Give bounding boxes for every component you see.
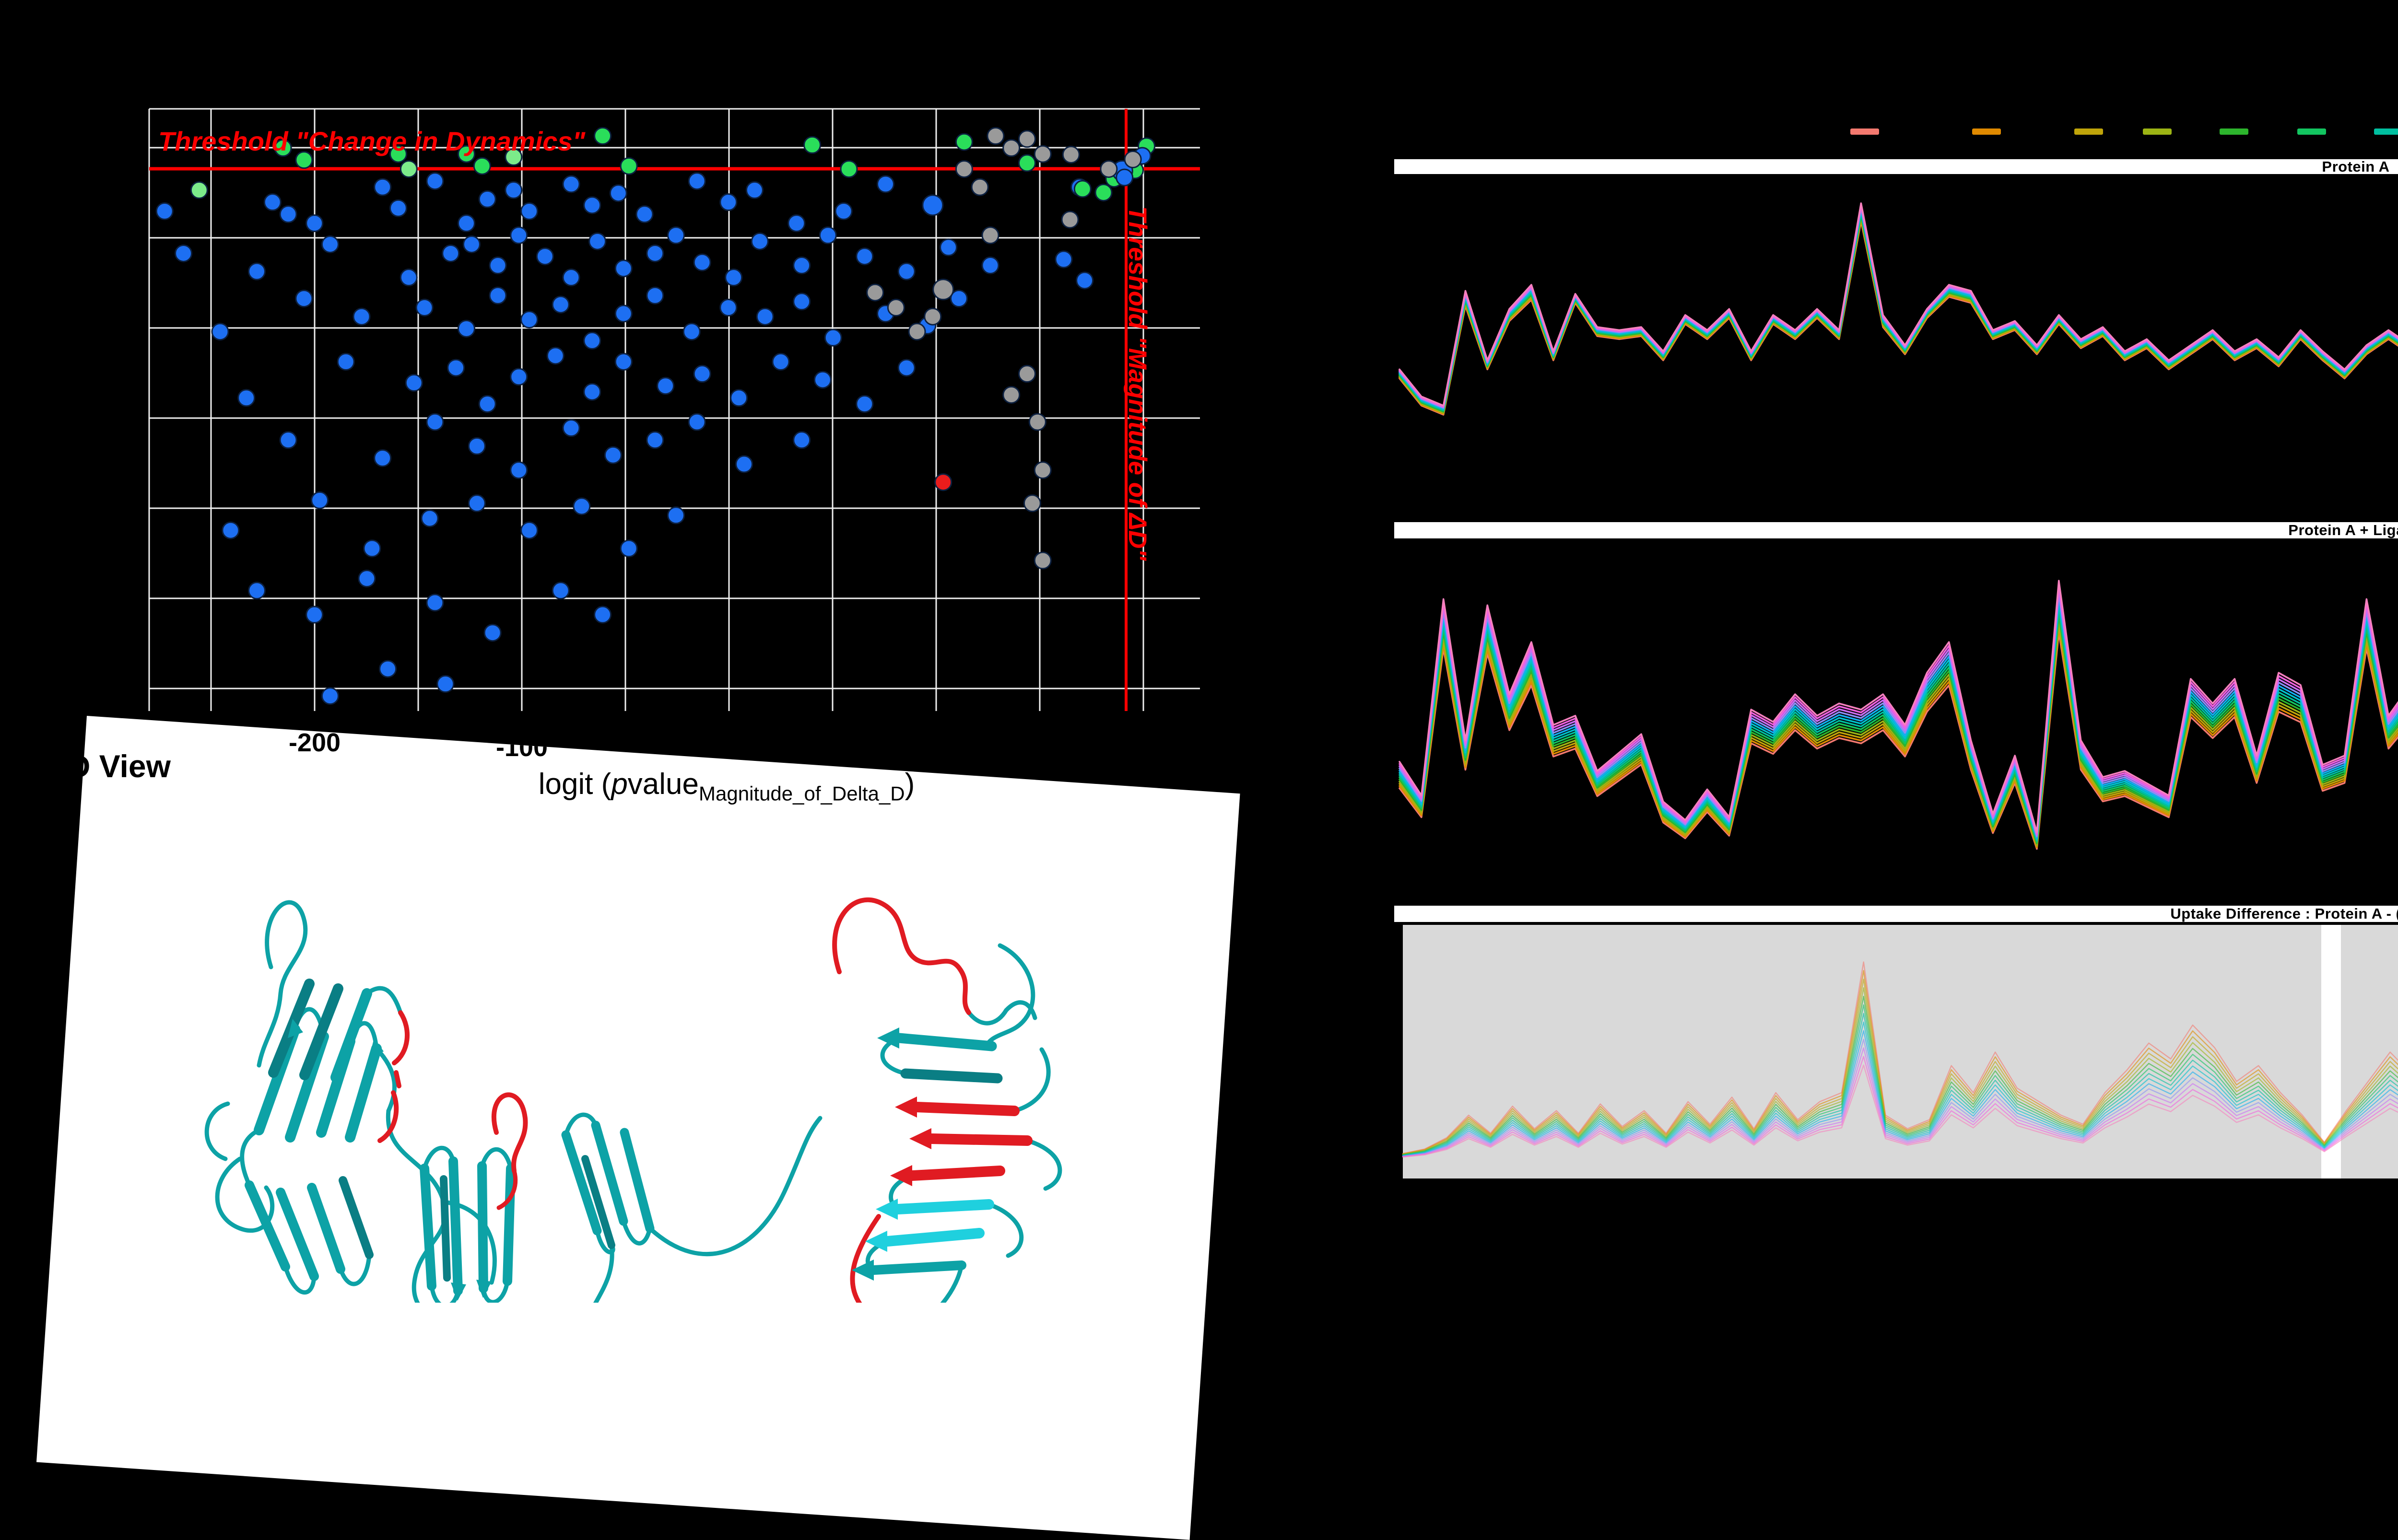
protein-strands-shaded — [268, 979, 1003, 1282]
legend-swatch-7[interactable] — [2374, 128, 2398, 135]
protein-strands — [245, 988, 997, 1295]
protein-red-strands — [907, 1102, 1033, 1181]
volcano-plot[interactable] — [0, 0, 1247, 815]
legend-swatch-3[interactable] — [2074, 128, 2103, 135]
3d-view-title: 3D View — [50, 748, 171, 784]
threshold-magnitude-label: Threshold "Magnitude of ΔD" — [1123, 206, 1152, 561]
panel-title-text: Uptake Difference : Protein A - (Protein… — [2170, 905, 2398, 922]
volcano-x-axis-title: logit (pvalueMagnitude_of_Delta_D) — [538, 768, 915, 805]
volcano-points — [155, 127, 1156, 705]
panel-title-text: Protein A — [2322, 158, 2390, 175]
chart-protein-a-ligand[interactable] — [1380, 541, 2398, 877]
panel-title-uptake-difference: Uptake Difference : Protein A - (Protein… — [1394, 905, 2398, 922]
protein-red-loops — [377, 897, 971, 1303]
threshold-dynamics-label: Threshold "Change in Dynamics" — [158, 126, 586, 156]
chart-uptake-difference[interactable] — [1380, 924, 2398, 1175]
legend-swatch-2[interactable] — [1972, 128, 2001, 135]
protein-cyan-strands — [882, 1199, 994, 1247]
panel-title-protein-a: Protein A — [1394, 158, 2398, 175]
legend-swatch-4[interactable] — [2143, 128, 2172, 135]
legend-swatch-5[interactable] — [2220, 128, 2248, 135]
protein-structure-graphic — [204, 897, 1062, 1303]
chart-protein-a[interactable] — [1380, 179, 2398, 511]
legend-swatch-6[interactable] — [2297, 128, 2326, 135]
legend-swatch-1[interactable] — [1850, 128, 1879, 135]
protein-strand-arrowheads — [288, 1019, 931, 1301]
panel-title-text: Protein A + Ligand — [2288, 522, 2398, 538]
panel-title-protein-a-ligand: Protein A + Ligand — [1394, 522, 2398, 538]
x-tick--200: -200 — [288, 728, 341, 757]
